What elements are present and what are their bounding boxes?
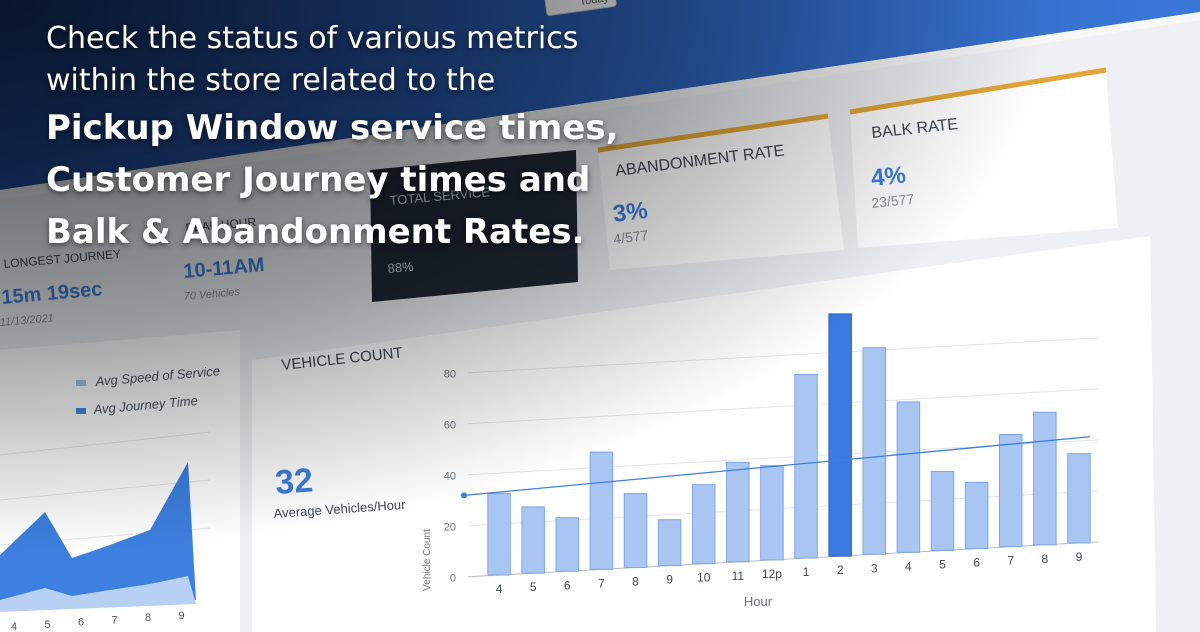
x-tick-label: 12p — [762, 567, 782, 581]
headline-line-3: Pickup Window service times, — [46, 108, 619, 148]
left-x-tick-label: 6 — [78, 617, 84, 629]
x-tick-label: 5 — [530, 580, 537, 594]
bar-17[interactable] — [1067, 453, 1091, 544]
left-x-tick-label: 4 — [11, 621, 17, 632]
bar-4[interactable] — [623, 493, 648, 568]
x-tick-label: 6 — [564, 578, 571, 592]
legend-swatch-journey — [76, 408, 86, 414]
bar-10[interactable] — [828, 313, 852, 557]
headline-line-4: Customer Journey times and — [46, 160, 591, 200]
x-tick-label: 7 — [598, 576, 605, 590]
headline-line-2: within the store related to the — [46, 63, 496, 98]
x-tick-label: 8 — [632, 575, 639, 589]
y-tick-label: 0 — [450, 572, 456, 584]
bar-7[interactable] — [726, 461, 750, 563]
bar-1[interactable] — [521, 506, 545, 574]
y-axis-label: Vehicle Count — [422, 529, 433, 591]
x-tick-label: 4 — [496, 582, 503, 596]
total-service-value: 88% — [387, 259, 415, 276]
x-tick-label: 7 — [1007, 554, 1014, 568]
x-tick-label: 1 — [803, 565, 810, 579]
bar-2[interactable] — [555, 517, 580, 572]
y-tick-label: 20 — [444, 521, 456, 533]
headline-line-5: Balk & Abandonment Rates. — [46, 212, 585, 252]
x-tick-label: 9 — [666, 573, 673, 587]
bar-8[interactable] — [760, 465, 784, 561]
x-tick-label: 11 — [732, 569, 745, 583]
bar-13[interactable] — [930, 470, 955, 552]
y-tick-label: 80 — [444, 368, 456, 380]
bar-3[interactable] — [589, 451, 614, 570]
headline-overlay: Check the status of various metrics with… — [46, 18, 706, 258]
bar-15[interactable] — [998, 434, 1023, 548]
x-tick-label: 9 — [1076, 550, 1083, 564]
y-tick-label: 60 — [444, 419, 456, 431]
average-line-marker — [461, 492, 467, 499]
x-tick-label: 5 — [939, 558, 946, 572]
bar-12[interactable] — [896, 401, 921, 553]
left-x-tick-label: 7 — [111, 614, 117, 626]
x-tick-label: 6 — [973, 556, 980, 570]
balk-rate-value: 4% — [870, 161, 907, 191]
left-x-tick-label: 5 — [44, 619, 50, 631]
headline-line-1: Check the status of various metrics — [46, 21, 579, 56]
bar-6[interactable] — [691, 484, 716, 565]
bar-5[interactable] — [657, 519, 682, 567]
left-x-tick-label: 8 — [145, 612, 151, 624]
x-tick-label: 8 — [1041, 552, 1048, 566]
y-tick-label: 40 — [444, 470, 456, 482]
legend-swatch-speed — [76, 380, 86, 386]
bar-0[interactable] — [487, 492, 511, 576]
bar-16[interactable] — [1033, 411, 1057, 546]
bar-9[interactable] — [794, 373, 818, 559]
bar-11[interactable] — [862, 347, 887, 555]
average-vehicles-value: 32 — [274, 461, 314, 502]
x-axis-label: Hour — [744, 594, 773, 609]
bar-14[interactable] — [964, 481, 989, 550]
left-x-tick-label: 9 — [178, 610, 184, 622]
x-tick-label: 4 — [905, 559, 912, 573]
x-tick-label: 3 — [871, 561, 878, 575]
x-tick-label: 2 — [837, 563, 844, 577]
x-tick-label: 10 — [697, 571, 711, 585]
